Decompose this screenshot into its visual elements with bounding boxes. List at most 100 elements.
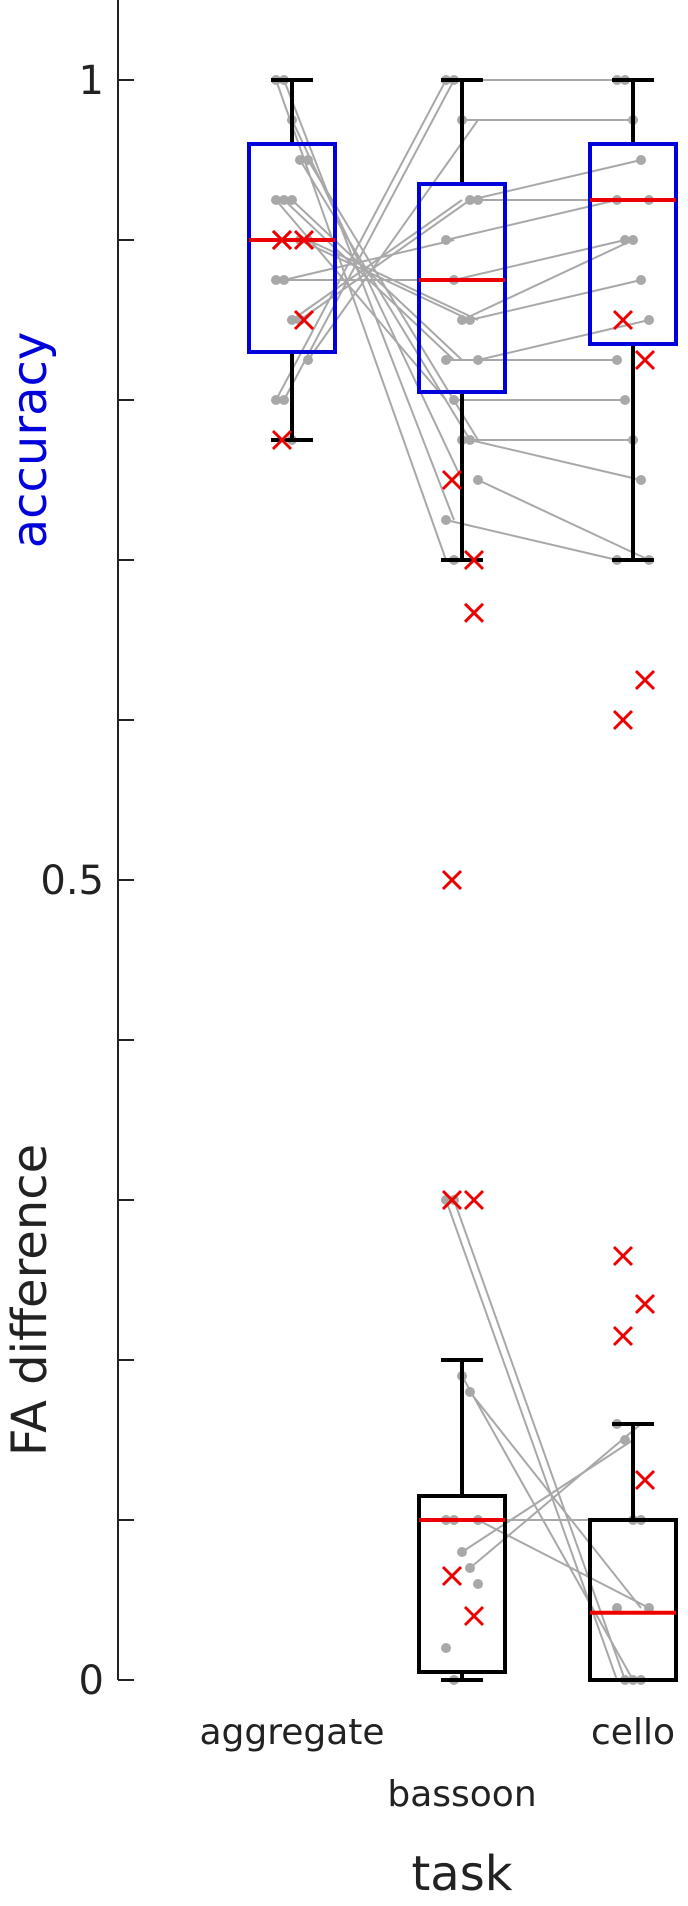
accuracy-point-cello	[620, 235, 630, 245]
pair-line-accuracy	[453, 239, 626, 281]
fa-x-marker-bassoon	[441, 1565, 463, 1587]
x-stroke	[612, 709, 634, 731]
accuracy-box-cello	[588, 78, 678, 562]
fa-x-marker-cello	[634, 1293, 656, 1315]
accuracy-point-cello	[620, 395, 630, 405]
accuracy-x-marker-aggregate	[271, 429, 293, 451]
outlier-markers-layer	[271, 229, 656, 1627]
x-stroke	[612, 309, 634, 331]
x-axis-label: task	[411, 1846, 512, 1902]
y-axis-label-fa-difference: FA difference	[2, 1144, 58, 1456]
accuracy-point-cello	[636, 155, 646, 165]
iqr-box	[247, 142, 337, 354]
accuracy-point-bassoon	[441, 515, 451, 525]
accuracy-x-marker-bassoon	[441, 869, 463, 891]
accuracy-point-bassoon	[473, 195, 483, 205]
fa-box-cello	[588, 1422, 678, 1682]
accuracy-point-bassoon	[465, 435, 475, 445]
accuracy-point-aggregate	[271, 395, 281, 405]
x-tick-label-aggregate: aggregate	[199, 1712, 384, 1753]
x-tick-label-cello: cello	[591, 1712, 675, 1753]
fa-x-marker-bassoon	[441, 1189, 463, 1211]
pair-line-accuracy	[283, 79, 455, 521]
fa-x-marker-bassoon	[463, 1189, 485, 1211]
iqr-box	[588, 142, 678, 346]
accuracy-x-marker-cello	[612, 309, 634, 331]
x-stroke	[293, 309, 315, 331]
x-stroke	[634, 669, 656, 691]
pair-line-accuracy	[283, 239, 455, 281]
pair-line-fa	[469, 1391, 642, 1609]
accuracy-x-marker-cello	[612, 709, 634, 731]
accuracy-point-cello	[612, 355, 622, 365]
accuracy-point-aggregate	[295, 155, 305, 165]
accuracy-point-aggregate	[287, 315, 297, 325]
fa-box-bassoon	[417, 1358, 507, 1682]
x-stroke	[634, 1469, 656, 1491]
x-stroke	[463, 602, 485, 623]
pair-line-fa	[461, 1375, 634, 1681]
accuracy-point-cello	[636, 475, 646, 485]
accuracy-point-bassoon	[473, 475, 483, 485]
y-axis-label-accuracy: accuracy	[2, 332, 58, 549]
x-stroke	[634, 1293, 656, 1315]
fa-x-marker-cello	[612, 1325, 634, 1347]
iqr-box	[588, 1518, 678, 1682]
boxes-layer	[247, 78, 678, 1682]
accuracy-point-cello	[644, 315, 654, 325]
accuracy-x-marker-cello	[634, 669, 656, 691]
x-stroke	[612, 1245, 634, 1267]
fa-point-cello	[644, 1603, 654, 1613]
accuracy-x-marker-bassoon	[463, 549, 485, 571]
x-stroke	[293, 229, 315, 251]
fa-x-marker-cello	[634, 1469, 656, 1491]
pair-line-accuracy	[477, 479, 650, 561]
accuracy-point-bassoon	[457, 315, 467, 325]
x-stroke	[463, 549, 485, 571]
accuracy-x-marker-cello	[634, 349, 656, 371]
pair-line-accuracy	[469, 159, 642, 201]
data-points-layer	[271, 75, 654, 1685]
accuracy-x-marker-aggregate	[293, 229, 315, 251]
x-stroke	[441, 469, 463, 491]
pair-line-accuracy	[275, 79, 447, 401]
accuracy-point-aggregate	[279, 275, 289, 285]
x-stroke	[612, 1325, 634, 1347]
accuracy-point-bassoon	[465, 315, 475, 325]
accuracy-point-cello	[628, 235, 638, 245]
x-stroke	[441, 1565, 463, 1587]
x-tick-label-bassoon: bassoon	[387, 1774, 536, 1815]
y-tick-label: 0.5	[40, 858, 104, 904]
x-stroke	[463, 1189, 485, 1211]
accuracy-point-aggregate	[287, 195, 297, 205]
accuracy-x-marker-bassoon	[463, 602, 485, 623]
accuracy-point-bassoon	[473, 355, 483, 365]
y-tick-label: 0	[79, 1658, 104, 1704]
accuracy-point-bassoon	[449, 395, 459, 405]
accuracy-point-bassoon	[465, 195, 475, 205]
accuracy-point-bassoon	[441, 355, 451, 365]
fa-x-marker-bassoon	[463, 1605, 485, 1627]
accuracy-box-bassoon	[417, 78, 507, 562]
x-stroke	[271, 429, 293, 451]
fa-point-bassoon	[465, 1563, 475, 1573]
pair-line-accuracy	[291, 199, 463, 321]
accuracy-point-cello	[636, 275, 646, 285]
pair-line-accuracy	[469, 279, 642, 321]
x-stroke	[271, 229, 293, 251]
x-stroke	[441, 1189, 463, 1211]
fa-x-marker-cello	[612, 1245, 634, 1267]
y-tick-label: 1	[79, 58, 104, 104]
accuracy-point-aggregate	[279, 195, 289, 205]
accuracy-point-bassoon	[441, 235, 451, 245]
fa-point-bassoon	[457, 1547, 467, 1557]
fa-point-cello	[620, 1435, 630, 1445]
pair-line-fa	[469, 1423, 642, 1569]
accuracy-x-marker-bassoon	[441, 469, 463, 491]
accuracy-box-aggregate	[247, 78, 337, 442]
pair-line-fa	[461, 1439, 634, 1553]
x-stroke	[441, 869, 463, 891]
accuracy-point-aggregate	[279, 395, 289, 405]
